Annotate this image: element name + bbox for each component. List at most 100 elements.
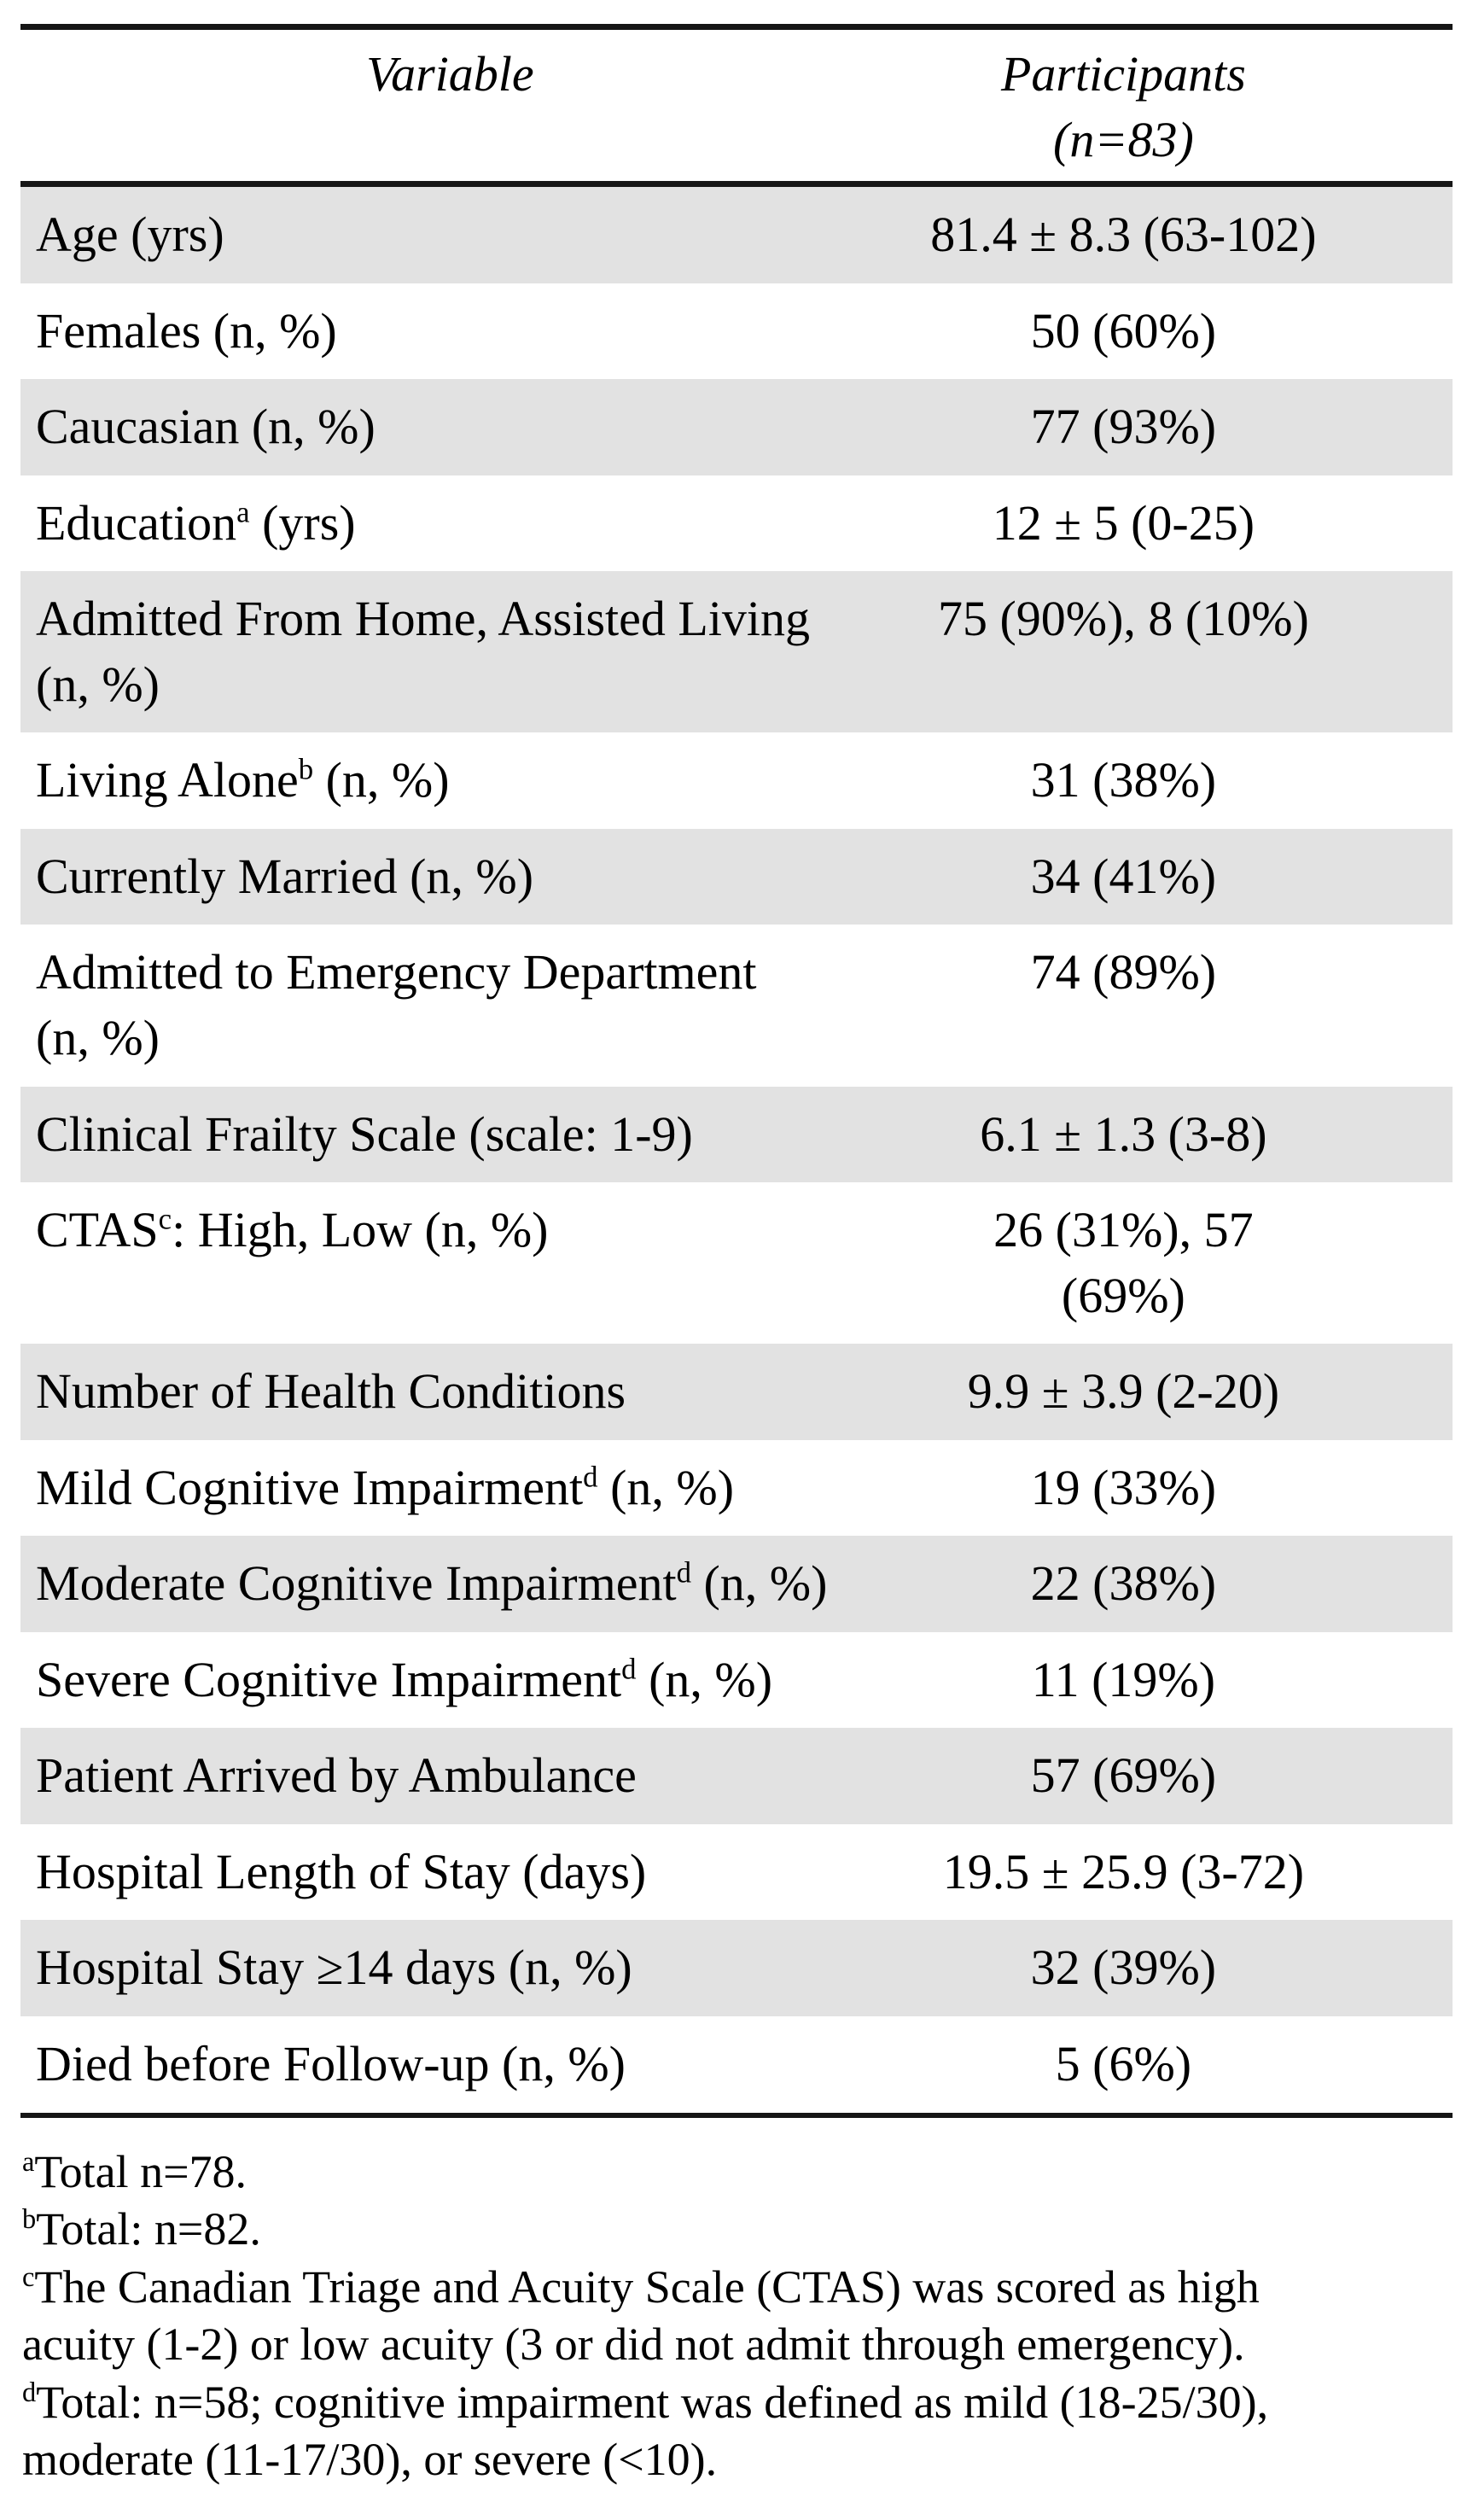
- row-variable-label: Clinical Frailty Scale (scale: 1-9): [20, 1102, 880, 1168]
- row-label-text: Age (yrs): [36, 207, 224, 263]
- row-label-superscript: d: [676, 1555, 691, 1590]
- table-footnotes: aTotal n=78. bTotal: n=82. cThe Canadian…: [20, 2144, 1453, 2489]
- footnote-text: Total n=78.: [34, 2145, 247, 2197]
- footnote-text: The Canadian Triage and Acuity Scale (CT…: [22, 2260, 1260, 2371]
- row-variable-label: Hospital Stay ≥14 days (n, %): [20, 1935, 880, 2001]
- table-bottom-rule: [20, 2112, 1453, 2118]
- row-variable-label: Females (n, %): [20, 299, 880, 365]
- row-label-text: Severe Cognitive Impairment: [36, 1651, 622, 1707]
- row-variable-label: Patient Arrived by Ambulance: [20, 1743, 880, 1809]
- row-participants-value: 19 (33%): [1030, 1459, 1217, 1515]
- row-participants-value: 5 (6%): [1055, 2036, 1192, 2092]
- row-participants-value: 32 (39%): [1030, 1940, 1217, 1996]
- row-label-superscript: b: [298, 753, 314, 787]
- row-variable-label: Age (yrs): [20, 202, 880, 268]
- row-label-superscript: c: [158, 1202, 172, 1236]
- row-label-text: CTAS: [36, 1202, 159, 1258]
- row-participants-value: 6.1 ± 1.3 (3-8): [980, 1105, 1267, 1162]
- table-row: Living Aloneb (n, %) 31 (38%): [20, 732, 1453, 829]
- footnote-text: Total: n=82.: [36, 2203, 261, 2255]
- table-row: Died before Follow-up (n, %) 5 (6%): [20, 2016, 1453, 2113]
- row-participants-value: 34 (41%): [1030, 848, 1217, 904]
- footnote: dTotal: n=58; cognitive impairment was d…: [22, 2374, 1453, 2489]
- row-label-text: Moderate Cognitive Impairment: [36, 1555, 677, 1612]
- table-row: Hospital Length of Stay (days) 19.5 ± 25…: [20, 1824, 1453, 1921]
- table-row: Caucasian (n, %) 77 (93%): [20, 379, 1453, 475]
- table-row: Severe Cognitive Impairmentd (n, %) 11 (…: [20, 1632, 1453, 1729]
- row-label-text-after-superscript: (n, %): [636, 1651, 773, 1707]
- row-variable-label: Died before Follow-up (n, %): [20, 2032, 880, 2097]
- row-label-text: Patient Arrived by Ambulance: [36, 1747, 637, 1804]
- table-row: Patient Arrived by Ambulance 57 (69%): [20, 1728, 1453, 1824]
- row-label-text-after-superscript: (n, %): [313, 752, 450, 808]
- row-label-text: Currently Married (n, %): [36, 848, 534, 904]
- table-row: Number of Health Conditions 9.9 ± 3.9 (2…: [20, 1344, 1453, 1440]
- footnote-marker: a: [22, 2146, 35, 2178]
- table-row: Females (n, %) 50 (60%): [20, 283, 1453, 380]
- row-participants-value: 77 (93%): [1030, 399, 1217, 455]
- table-header-rule: [20, 181, 1453, 188]
- footnote: bTotal: n=82.: [22, 2201, 1453, 2259]
- row-participants-value: 12 ± 5 (0-25): [992, 494, 1255, 551]
- row-variable-label: Caucasian (n, %): [20, 394, 880, 460]
- row-label-text: Living Alone: [36, 752, 299, 808]
- row-label-text: Number of Health Conditions: [36, 1363, 626, 1420]
- table-row: Age (yrs) 81.4 ± 8.3 (63-102): [20, 187, 1453, 283]
- footnote-text: Total: n=58; cognitive impairment was de…: [22, 2376, 1269, 2486]
- table-top-rule: [20, 24, 1453, 30]
- row-participants-value: 81.4 ± 8.3 (63-102): [930, 207, 1317, 263]
- footnote-marker: d: [22, 2377, 37, 2408]
- row-variable-label: Hospital Length of Stay (days): [20, 1840, 880, 1905]
- table-row: Admitted From Home, Assisted Living (n, …: [20, 571, 1453, 733]
- row-participants-value: 31 (38%): [1030, 752, 1217, 808]
- row-label-text: Mild Cognitive Impairment: [36, 1459, 584, 1515]
- header-variable: Variable: [366, 46, 534, 102]
- row-label-text: Admitted to Emergency Department (n, %): [36, 944, 757, 1066]
- row-participants-value: 11 (19%): [1031, 1651, 1216, 1707]
- row-participants-value: 9.9 ± 3.9 (2-20): [967, 1363, 1280, 1420]
- row-label-text: Hospital Stay ≥14 days (n, %): [36, 1940, 632, 1996]
- row-label-text-after-superscript: (yrs): [249, 494, 356, 551]
- footnote-marker: b: [22, 2204, 37, 2236]
- table-body: Age (yrs) 81.4 ± 8.3 (63-102) Females (n…: [20, 187, 1453, 2112]
- row-label-superscript: d: [621, 1652, 637, 1686]
- row-label-text-after-superscript: : High, Low (n, %): [172, 1202, 549, 1258]
- row-label-superscript: d: [583, 1460, 598, 1494]
- row-participants-value: 22 (38%): [1030, 1555, 1217, 1612]
- row-label-text: Education: [36, 494, 237, 551]
- row-label-text: Hospital Length of Stay (days): [36, 1843, 647, 1899]
- row-variable-label: CTASc: High, Low (n, %): [20, 1198, 880, 1263]
- table-row: Admitted to Emergency Department (n, %) …: [20, 925, 1453, 1086]
- row-participants-value: 57 (69%): [1030, 1747, 1217, 1804]
- row-label-text: Females (n, %): [36, 302, 337, 359]
- row-label-text: Admitted From Home, Assisted Living (n, …: [36, 591, 811, 712]
- row-participants-value: 74 (89%): [1030, 944, 1217, 1000]
- row-variable-label: Moderate Cognitive Impairmentd (n, %): [20, 1551, 880, 1617]
- row-label-text: Died before Follow-up (n, %): [36, 2036, 626, 2092]
- row-participants-value: 75 (90%), 8 (10%): [937, 591, 1309, 647]
- table-row: Clinical Frailty Scale (scale: 1-9) 6.1 …: [20, 1086, 1453, 1183]
- row-label-text: Caucasian (n, %): [36, 399, 376, 455]
- row-variable-label: Mild Cognitive Impairmentd (n, %): [20, 1455, 880, 1521]
- row-variable-label: Severe Cognitive Impairmentd (n, %): [20, 1648, 880, 1713]
- row-variable-label: Admitted From Home, Assisted Living (n, …: [20, 586, 880, 717]
- table-row: Educationa (yrs) 12 ± 5 (0-25): [20, 475, 1453, 572]
- row-label-superscript: a: [236, 495, 250, 529]
- table-row: Mild Cognitive Impairmentd (n, %) 19 (33…: [20, 1440, 1453, 1537]
- footnote-marker: c: [22, 2261, 35, 2293]
- footnote: aTotal n=78.: [22, 2144, 1453, 2202]
- row-label-text-after-superscript: (n, %): [597, 1459, 735, 1515]
- row-participants-value: 26 (31%), 57 (69%): [993, 1202, 1254, 1323]
- table-row: Hospital Stay ≥14 days (n, %) 32 (39%): [20, 1920, 1453, 2017]
- row-variable-label: Number of Health Conditions: [20, 1359, 880, 1425]
- row-variable-label: Educationa (yrs): [20, 491, 880, 557]
- row-label-text: Clinical Frailty Scale (scale: 1-9): [36, 1105, 693, 1162]
- row-variable-label: Currently Married (n, %): [20, 844, 880, 910]
- row-label-text-after-superscript: (n, %): [690, 1555, 828, 1612]
- row-variable-label: Admitted to Emergency Department (n, %): [20, 940, 880, 1070]
- table-row: Moderate Cognitive Impairmentd (n, %) 22…: [20, 1536, 1453, 1632]
- header-participants: Participants (n=83): [1001, 46, 1246, 167]
- table-row: CTASc: High, Low (n, %) 26 (31%), 57 (69…: [20, 1182, 1453, 1344]
- table-header-row: Variable Participants (n=83): [20, 30, 1453, 181]
